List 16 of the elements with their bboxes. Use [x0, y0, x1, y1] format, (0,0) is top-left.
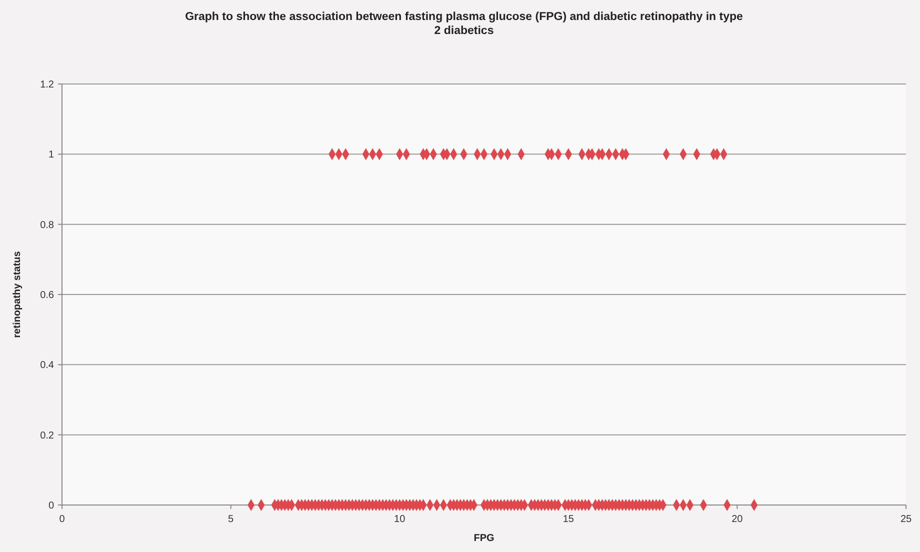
y-tick-label: 0.6: [40, 290, 54, 301]
x-tick-label: 20: [732, 514, 744, 525]
x-axis-title: FPG: [474, 533, 494, 544]
y-tick-label: 0.2: [40, 430, 54, 442]
y-tick-label: 0: [48, 500, 54, 512]
y-axis-title: retinopathy status: [12, 250, 23, 338]
x-tick-label: 10: [394, 514, 406, 525]
x-tick-label: 15: [562, 514, 574, 525]
x-tick-label: 25: [900, 514, 912, 525]
y-tick-label: 0.8: [40, 220, 54, 231]
y-tick-label: 1.2: [40, 80, 54, 90]
chart-title: Graph to show the association between fasting plasma glucose (FPG) and diabetic retinopathy in type 2 diabetics: [185, 11, 743, 37]
x-tick-label: 5: [228, 514, 234, 525]
y-tick-label: 1: [48, 150, 54, 161]
x-tick-label: 0: [59, 514, 66, 525]
y-tick-label: 0.4: [40, 360, 54, 372]
